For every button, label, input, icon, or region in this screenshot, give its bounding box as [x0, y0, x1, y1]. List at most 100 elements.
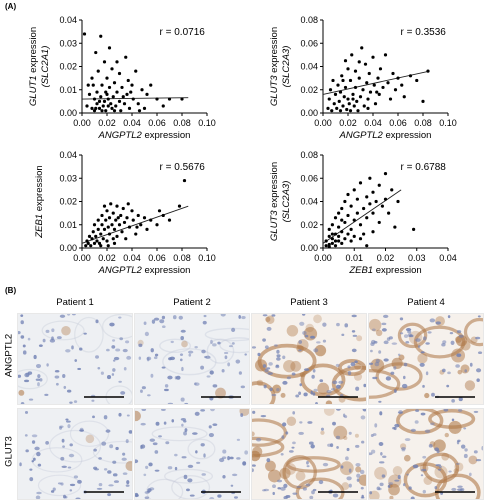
cell-nucleus: [308, 441, 314, 445]
cell-nucleus: [20, 335, 25, 339]
data-point: [358, 223, 363, 227]
cell-nucleus: [37, 463, 42, 467]
cell-nucleus: [348, 483, 352, 488]
cell-nucleus: [72, 314, 76, 316]
micrograph-angptl2-patient-1: [17, 313, 133, 405]
cell-nucleus: [370, 342, 375, 347]
cell-nucleus: [63, 385, 67, 389]
stain-spot: [448, 420, 462, 434]
data-point: [95, 239, 99, 243]
cell-nucleus: [66, 389, 72, 393]
cell-nucleus: [128, 430, 132, 434]
data-point: [120, 85, 124, 90]
tissue-background: [135, 409, 249, 499]
cell-nucleus: [282, 422, 287, 427]
data-point: [122, 102, 127, 106]
scatter-chart-2: 0.00 0.02 0.04 0.06 0.08 0.00 0.02 0.04 0.06 0.08…: [269, 15, 457, 141]
cell-nucleus: [109, 322, 115, 327]
data-point: [348, 109, 353, 113]
cell-nucleus: [179, 353, 184, 356]
data-point: [363, 62, 368, 66]
cell-nucleus: [322, 462, 329, 467]
cell-nucleus: [62, 445, 65, 448]
data-point: [362, 232, 366, 236]
cell-nucleus: [437, 468, 442, 471]
stain-spot: [374, 466, 387, 480]
cell-nucleus: [291, 446, 295, 449]
cell-nucleus: [98, 483, 103, 487]
cell-nucleus: [120, 391, 126, 395]
data-point: [355, 99, 359, 103]
cell-nucleus: [271, 314, 276, 317]
cell-nucleus: [299, 421, 303, 424]
stain-spot: [455, 336, 462, 343]
cell-nucleus: [126, 355, 132, 360]
cell-nucleus: [422, 455, 427, 459]
data-point: [99, 244, 103, 248]
cell-nucleus: [438, 465, 443, 468]
cell-nucleus: [194, 382, 200, 386]
cell-nucleus: [310, 335, 315, 339]
data-point: [112, 227, 117, 231]
cell-nucleus: [260, 414, 267, 418]
y-tick-label: 0.04: [300, 197, 318, 207]
data-point: [116, 216, 120, 220]
stain-spot: [284, 463, 297, 475]
x-tick-label: 0.08: [173, 253, 191, 263]
cell-nucleus: [24, 411, 29, 414]
cell-nucleus: [341, 333, 345, 337]
x-tick-label: 0.06: [389, 118, 407, 128]
cell-nucleus: [118, 412, 122, 417]
data-point: [358, 181, 363, 185]
data-point: [326, 106, 330, 110]
cell-nucleus: [272, 484, 276, 488]
cell-nucleus: [25, 372, 30, 377]
cell-nucleus: [28, 398, 34, 401]
cell-nucleus: [420, 412, 426, 416]
data-point: [330, 241, 334, 245]
stain-spot: [61, 325, 71, 336]
data-point: [134, 69, 138, 73]
cell-nucleus: [61, 465, 67, 468]
cell-nucleus: [103, 468, 108, 471]
cell-nucleus: [302, 314, 306, 316]
cell-nucleus: [312, 392, 316, 396]
data-point: [99, 95, 103, 99]
data-point: [90, 106, 94, 110]
cell-nucleus: [140, 422, 146, 426]
cell-nucleus: [236, 438, 241, 441]
cell-nucleus: [122, 348, 128, 353]
data-point: [106, 225, 110, 229]
correlation-r-label: r = 0.0716: [160, 27, 206, 38]
stain-spot: [468, 455, 478, 465]
cell-nucleus: [394, 479, 400, 482]
cell-nucleus: [292, 411, 296, 415]
cell-nucleus: [154, 469, 160, 472]
data-point: [346, 67, 350, 71]
cell-nucleus: [412, 464, 419, 469]
cell-nucleus: [52, 487, 56, 491]
stain-spot: [424, 392, 430, 399]
cell-nucleus: [376, 486, 381, 491]
cell-nucleus: [135, 459, 139, 464]
data-point: [340, 218, 344, 222]
cell-nucleus: [45, 441, 49, 445]
cell-nucleus: [285, 431, 289, 435]
cell-nucleus: [469, 362, 473, 367]
cell-nucleus: [140, 444, 146, 449]
cell-nucleus: [174, 453, 178, 457]
y-axis-label: GLUT3 expression: [269, 27, 280, 106]
cell-nucleus: [268, 362, 273, 366]
data-point: [105, 209, 109, 213]
y-tick-label: 0.02: [59, 62, 77, 72]
gland-structure: [187, 438, 216, 460]
cell-nucleus: [236, 457, 241, 460]
cell-nucleus: [188, 353, 192, 357]
cell-nucleus: [107, 470, 112, 474]
cell-nucleus: [356, 473, 361, 478]
data-point: [373, 102, 378, 106]
y-tick-label: 0.08: [300, 15, 318, 25]
cell-nucleus: [180, 329, 186, 333]
cell-nucleus: [326, 389, 332, 394]
cell-nucleus: [345, 456, 349, 461]
